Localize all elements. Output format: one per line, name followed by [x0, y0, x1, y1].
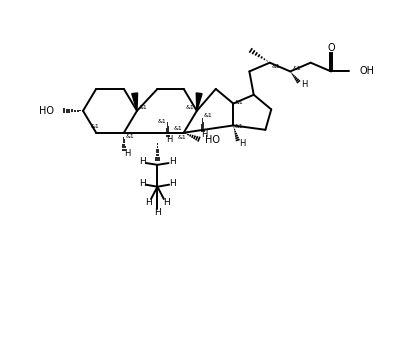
- Text: &1: &1: [138, 106, 147, 110]
- Text: H: H: [145, 198, 152, 207]
- Text: &1: &1: [158, 119, 167, 124]
- Text: H: H: [124, 149, 131, 158]
- Text: OH: OH: [360, 66, 375, 77]
- Text: &1: &1: [235, 100, 244, 104]
- Text: H: H: [139, 179, 146, 188]
- Text: &1: &1: [204, 113, 213, 118]
- Text: H: H: [166, 135, 172, 144]
- Text: H: H: [301, 80, 308, 89]
- Text: H: H: [239, 139, 246, 148]
- Text: &1: &1: [174, 126, 183, 131]
- Text: O: O: [327, 43, 335, 53]
- Text: &1: &1: [90, 124, 99, 129]
- Text: &1: &1: [186, 106, 195, 110]
- Text: H: H: [139, 157, 146, 166]
- Text: H: H: [154, 209, 161, 217]
- Polygon shape: [196, 93, 202, 111]
- Text: H: H: [163, 198, 170, 207]
- Text: H: H: [201, 130, 207, 139]
- Text: HO: HO: [39, 106, 54, 116]
- Text: H: H: [169, 179, 176, 188]
- Text: &1: &1: [126, 134, 134, 139]
- Text: &1: &1: [271, 64, 280, 69]
- Text: H: H: [168, 157, 176, 166]
- Polygon shape: [132, 93, 138, 111]
- Text: HO: HO: [205, 135, 220, 145]
- Text: &1: &1: [292, 66, 301, 71]
- Text: &1: &1: [235, 124, 244, 130]
- Text: &1: &1: [178, 136, 187, 140]
